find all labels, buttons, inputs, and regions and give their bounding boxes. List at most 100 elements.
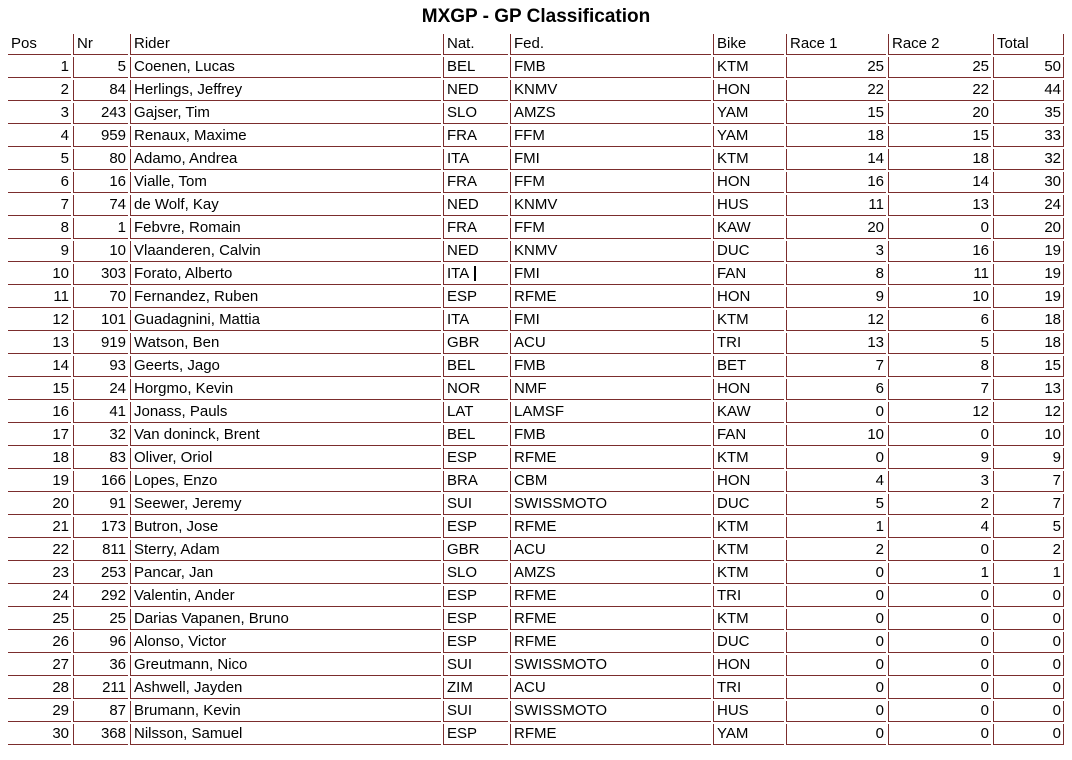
cell-bike[interactable]: KTM: [713, 609, 784, 630]
cell-pos[interactable]: 2: [8, 80, 71, 101]
cell-fed[interactable]: FMB: [510, 425, 711, 446]
cell-rider[interactable]: Fernandez, Ruben: [130, 287, 441, 308]
cell-pos[interactable]: 9: [8, 241, 71, 262]
cell-rider[interactable]: Van doninck, Brent: [130, 425, 441, 446]
cell-rider[interactable]: de Wolf, Kay: [130, 195, 441, 216]
cell-rider[interactable]: Guadagnini, Mattia: [130, 310, 441, 331]
cell-fed[interactable]: RFME: [510, 586, 711, 607]
cell-fed[interactable]: FMB: [510, 356, 711, 377]
cell-nr[interactable]: 368: [73, 724, 128, 745]
cell-fed[interactable]: FMI: [510, 149, 711, 170]
cell-pos[interactable]: 25: [8, 609, 71, 630]
cell-race1[interactable]: 2: [786, 540, 886, 561]
cell-nat[interactable]: BEL: [443, 425, 508, 446]
cell-fed[interactable]: FFM: [510, 172, 711, 193]
cell-nat[interactable]: GBR: [443, 540, 508, 561]
cell-fed[interactable]: KNMV: [510, 195, 711, 216]
cell-nat[interactable]: SUI: [443, 701, 508, 722]
cell-bike[interactable]: DUC: [713, 494, 784, 515]
cell-race2[interactable]: 9: [888, 448, 991, 469]
cell-fed[interactable]: RFME: [510, 517, 711, 538]
cell-total[interactable]: 0: [993, 609, 1064, 630]
cell-bike[interactable]: YAM: [713, 724, 784, 745]
cell-nat[interactable]: ESP: [443, 586, 508, 607]
cell-pos[interactable]: 18: [8, 448, 71, 469]
cell-pos[interactable]: 8: [8, 218, 71, 239]
cell-race1[interactable]: 20: [786, 218, 886, 239]
cell-total[interactable]: 1: [993, 563, 1064, 584]
cell-bike[interactable]: BET: [713, 356, 784, 377]
cell-nr[interactable]: 811: [73, 540, 128, 561]
cell-rider[interactable]: Lopes, Enzo: [130, 471, 441, 492]
cell-nat[interactable]: ITA: [443, 149, 508, 170]
cell-nat[interactable]: ESP: [443, 632, 508, 653]
cell-race1[interactable]: 0: [786, 563, 886, 584]
cell-race2[interactable]: 0: [888, 678, 991, 699]
cell-race2[interactable]: 11: [888, 264, 991, 285]
cell-total[interactable]: 24: [993, 195, 1064, 216]
cell-rider[interactable]: Pancar, Jan: [130, 563, 441, 584]
cell-nr[interactable]: 173: [73, 517, 128, 538]
cell-rider[interactable]: Renaux, Maxime: [130, 126, 441, 147]
cell-fed[interactable]: ACU: [510, 333, 711, 354]
cell-total[interactable]: 18: [993, 310, 1064, 331]
cell-nat[interactable]: SUI: [443, 655, 508, 676]
cell-race2[interactable]: 8: [888, 356, 991, 377]
cell-race2[interactable]: 0: [888, 609, 991, 630]
cell-fed[interactable]: FFM: [510, 126, 711, 147]
cell-race1[interactable]: 7: [786, 356, 886, 377]
cell-total[interactable]: 12: [993, 402, 1064, 423]
cell-race1[interactable]: 6: [786, 379, 886, 400]
cell-race1[interactable]: 0: [786, 678, 886, 699]
cell-nr[interactable]: 36: [73, 655, 128, 676]
cell-race1[interactable]: 4: [786, 471, 886, 492]
cell-bike[interactable]: TRI: [713, 586, 784, 607]
cell-total[interactable]: 0: [993, 632, 1064, 653]
cell-pos[interactable]: 7: [8, 195, 71, 216]
cell-nr[interactable]: 32: [73, 425, 128, 446]
cell-total[interactable]: 0: [993, 586, 1064, 607]
cell-rider[interactable]: Ashwell, Jayden: [130, 678, 441, 699]
cell-rider[interactable]: Oliver, Oriol: [130, 448, 441, 469]
cell-rider[interactable]: Greutmann, Nico: [130, 655, 441, 676]
cell-race2[interactable]: 0: [888, 724, 991, 745]
cell-rider[interactable]: Adamo, Andrea: [130, 149, 441, 170]
cell-race1[interactable]: 16: [786, 172, 886, 193]
cell-race1[interactable]: 12: [786, 310, 886, 331]
cell-rider[interactable]: Alonso, Victor: [130, 632, 441, 653]
cell-nat[interactable]: ESP: [443, 724, 508, 745]
cell-race2[interactable]: 3: [888, 471, 991, 492]
cell-nr[interactable]: 70: [73, 287, 128, 308]
cell-pos[interactable]: 10: [8, 264, 71, 285]
cell-total[interactable]: 2: [993, 540, 1064, 561]
cell-fed[interactable]: RFME: [510, 724, 711, 745]
cell-nr[interactable]: 253: [73, 563, 128, 584]
cell-nr[interactable]: 16: [73, 172, 128, 193]
cell-nr[interactable]: 96: [73, 632, 128, 653]
cell-rider[interactable]: Watson, Ben: [130, 333, 441, 354]
cell-race1[interactable]: 1: [786, 517, 886, 538]
cell-fed[interactable]: RFME: [510, 448, 711, 469]
cell-race2[interactable]: 25: [888, 57, 991, 78]
cell-race2[interactable]: 0: [888, 632, 991, 653]
cell-bike[interactable]: HON: [713, 172, 784, 193]
cell-nat[interactable]: FRA: [443, 172, 508, 193]
cell-rider[interactable]: Darias Vapanen, Bruno: [130, 609, 441, 630]
cell-bike[interactable]: YAM: [713, 103, 784, 124]
cell-pos[interactable]: 17: [8, 425, 71, 446]
cell-total[interactable]: 5: [993, 517, 1064, 538]
cell-nat[interactable]: ESP: [443, 448, 508, 469]
cell-bike[interactable]: HON: [713, 471, 784, 492]
cell-total[interactable]: 18: [993, 333, 1064, 354]
cell-race1[interactable]: 22: [786, 80, 886, 101]
cell-bike[interactable]: YAM: [713, 126, 784, 147]
cell-bike[interactable]: HON: [713, 379, 784, 400]
cell-race1[interactable]: 0: [786, 402, 886, 423]
cell-nr[interactable]: 211: [73, 678, 128, 699]
cell-race2[interactable]: 1: [888, 563, 991, 584]
cell-race2[interactable]: 0: [888, 218, 991, 239]
cell-total[interactable]: 10: [993, 425, 1064, 446]
cell-race2[interactable]: 15: [888, 126, 991, 147]
cell-race2[interactable]: 12: [888, 402, 991, 423]
cell-bike[interactable]: KTM: [713, 57, 784, 78]
